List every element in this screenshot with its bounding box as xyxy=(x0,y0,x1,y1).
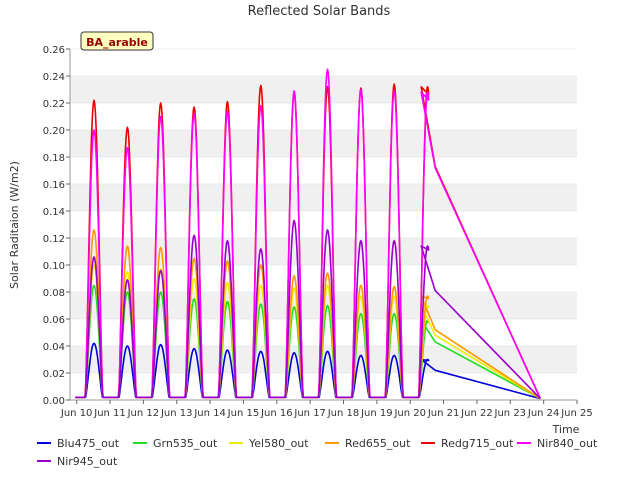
legend-label: Grn535_out xyxy=(153,437,218,450)
grid-band xyxy=(70,76,577,103)
y-tick-label: 0.16 xyxy=(43,180,65,191)
x-tick-label: Jun 12 xyxy=(127,408,160,419)
grid-bands xyxy=(70,48,577,401)
series-layer xyxy=(75,68,542,400)
y-tick-label: 0.12 xyxy=(43,234,65,245)
legend-label: Nir945_out xyxy=(57,455,118,468)
x-tick-label: Jun 13 xyxy=(160,408,193,419)
legend-label: Nir840_out xyxy=(537,437,598,450)
y-tick-label: 0.18 xyxy=(43,153,65,164)
annotation-label: BA_arable xyxy=(86,36,148,49)
x-tick-label: Jun 10 xyxy=(60,408,93,419)
x-tick-label: Jun 19 xyxy=(360,408,393,419)
series-line-Nir945_out xyxy=(75,219,541,400)
x-tick-label: Jun 25 xyxy=(560,408,593,419)
x-tick-label: Jun 24 xyxy=(527,408,560,419)
annotation-box: BA_arable xyxy=(80,31,154,51)
x-tick-label: Jun 11 xyxy=(93,408,126,419)
x-tick-label: Jun 14 xyxy=(193,408,226,419)
x-tick-label: Jun 20 xyxy=(393,408,426,419)
y-tick-label: 0.08 xyxy=(43,288,65,299)
legend-label: Red655_out xyxy=(345,437,411,450)
x-axis-label: Time xyxy=(552,423,580,436)
axes: 0.00 0.02 0.04 0.06 0.08 0.10 0.12 0.14 0.16 0.18… xyxy=(43,45,593,419)
x-tick-label: Jun 22 xyxy=(460,408,493,419)
y-tick-label: 0.14 xyxy=(43,207,65,218)
y-tick-label: 0.06 xyxy=(43,315,65,326)
y-tick-label: 0.04 xyxy=(43,342,65,353)
y-tick-label: 0.20 xyxy=(43,126,65,137)
y-tick-label: 0.22 xyxy=(43,99,65,110)
x-tick-label: Jun 17 xyxy=(293,408,326,419)
legend-label: Blu475_out xyxy=(57,437,120,450)
x-tick-label: Jun 16 xyxy=(260,408,293,419)
legend-label: Yel580_out xyxy=(248,437,309,450)
x-tick-label: Jun 21 xyxy=(427,408,460,419)
legend-label: Redg715_out xyxy=(441,437,514,450)
x-tick-label: Jun 15 xyxy=(227,408,260,419)
y-tick-label: 0.26 xyxy=(43,45,65,56)
series-line-Nir840_out xyxy=(75,68,542,399)
annotation-box-rect xyxy=(80,31,154,51)
y-tick-label: 0.00 xyxy=(43,396,65,407)
y-axis-label: Solar Raditaion (W/m2) xyxy=(8,161,21,289)
x-tick-label: Jun 23 xyxy=(494,408,527,419)
y-tick-label: 0.02 xyxy=(43,369,65,380)
y-tick-label: 0.10 xyxy=(43,261,65,272)
legend: Blu475_out Grn535_out Yel580_out Red655_out… xyxy=(37,437,598,468)
x-tick-label: Jun 18 xyxy=(327,408,360,419)
y-tick-label: 0.24 xyxy=(43,72,65,83)
grid-band xyxy=(70,238,577,265)
chart-title: Reflected Solar Bands xyxy=(248,4,391,19)
